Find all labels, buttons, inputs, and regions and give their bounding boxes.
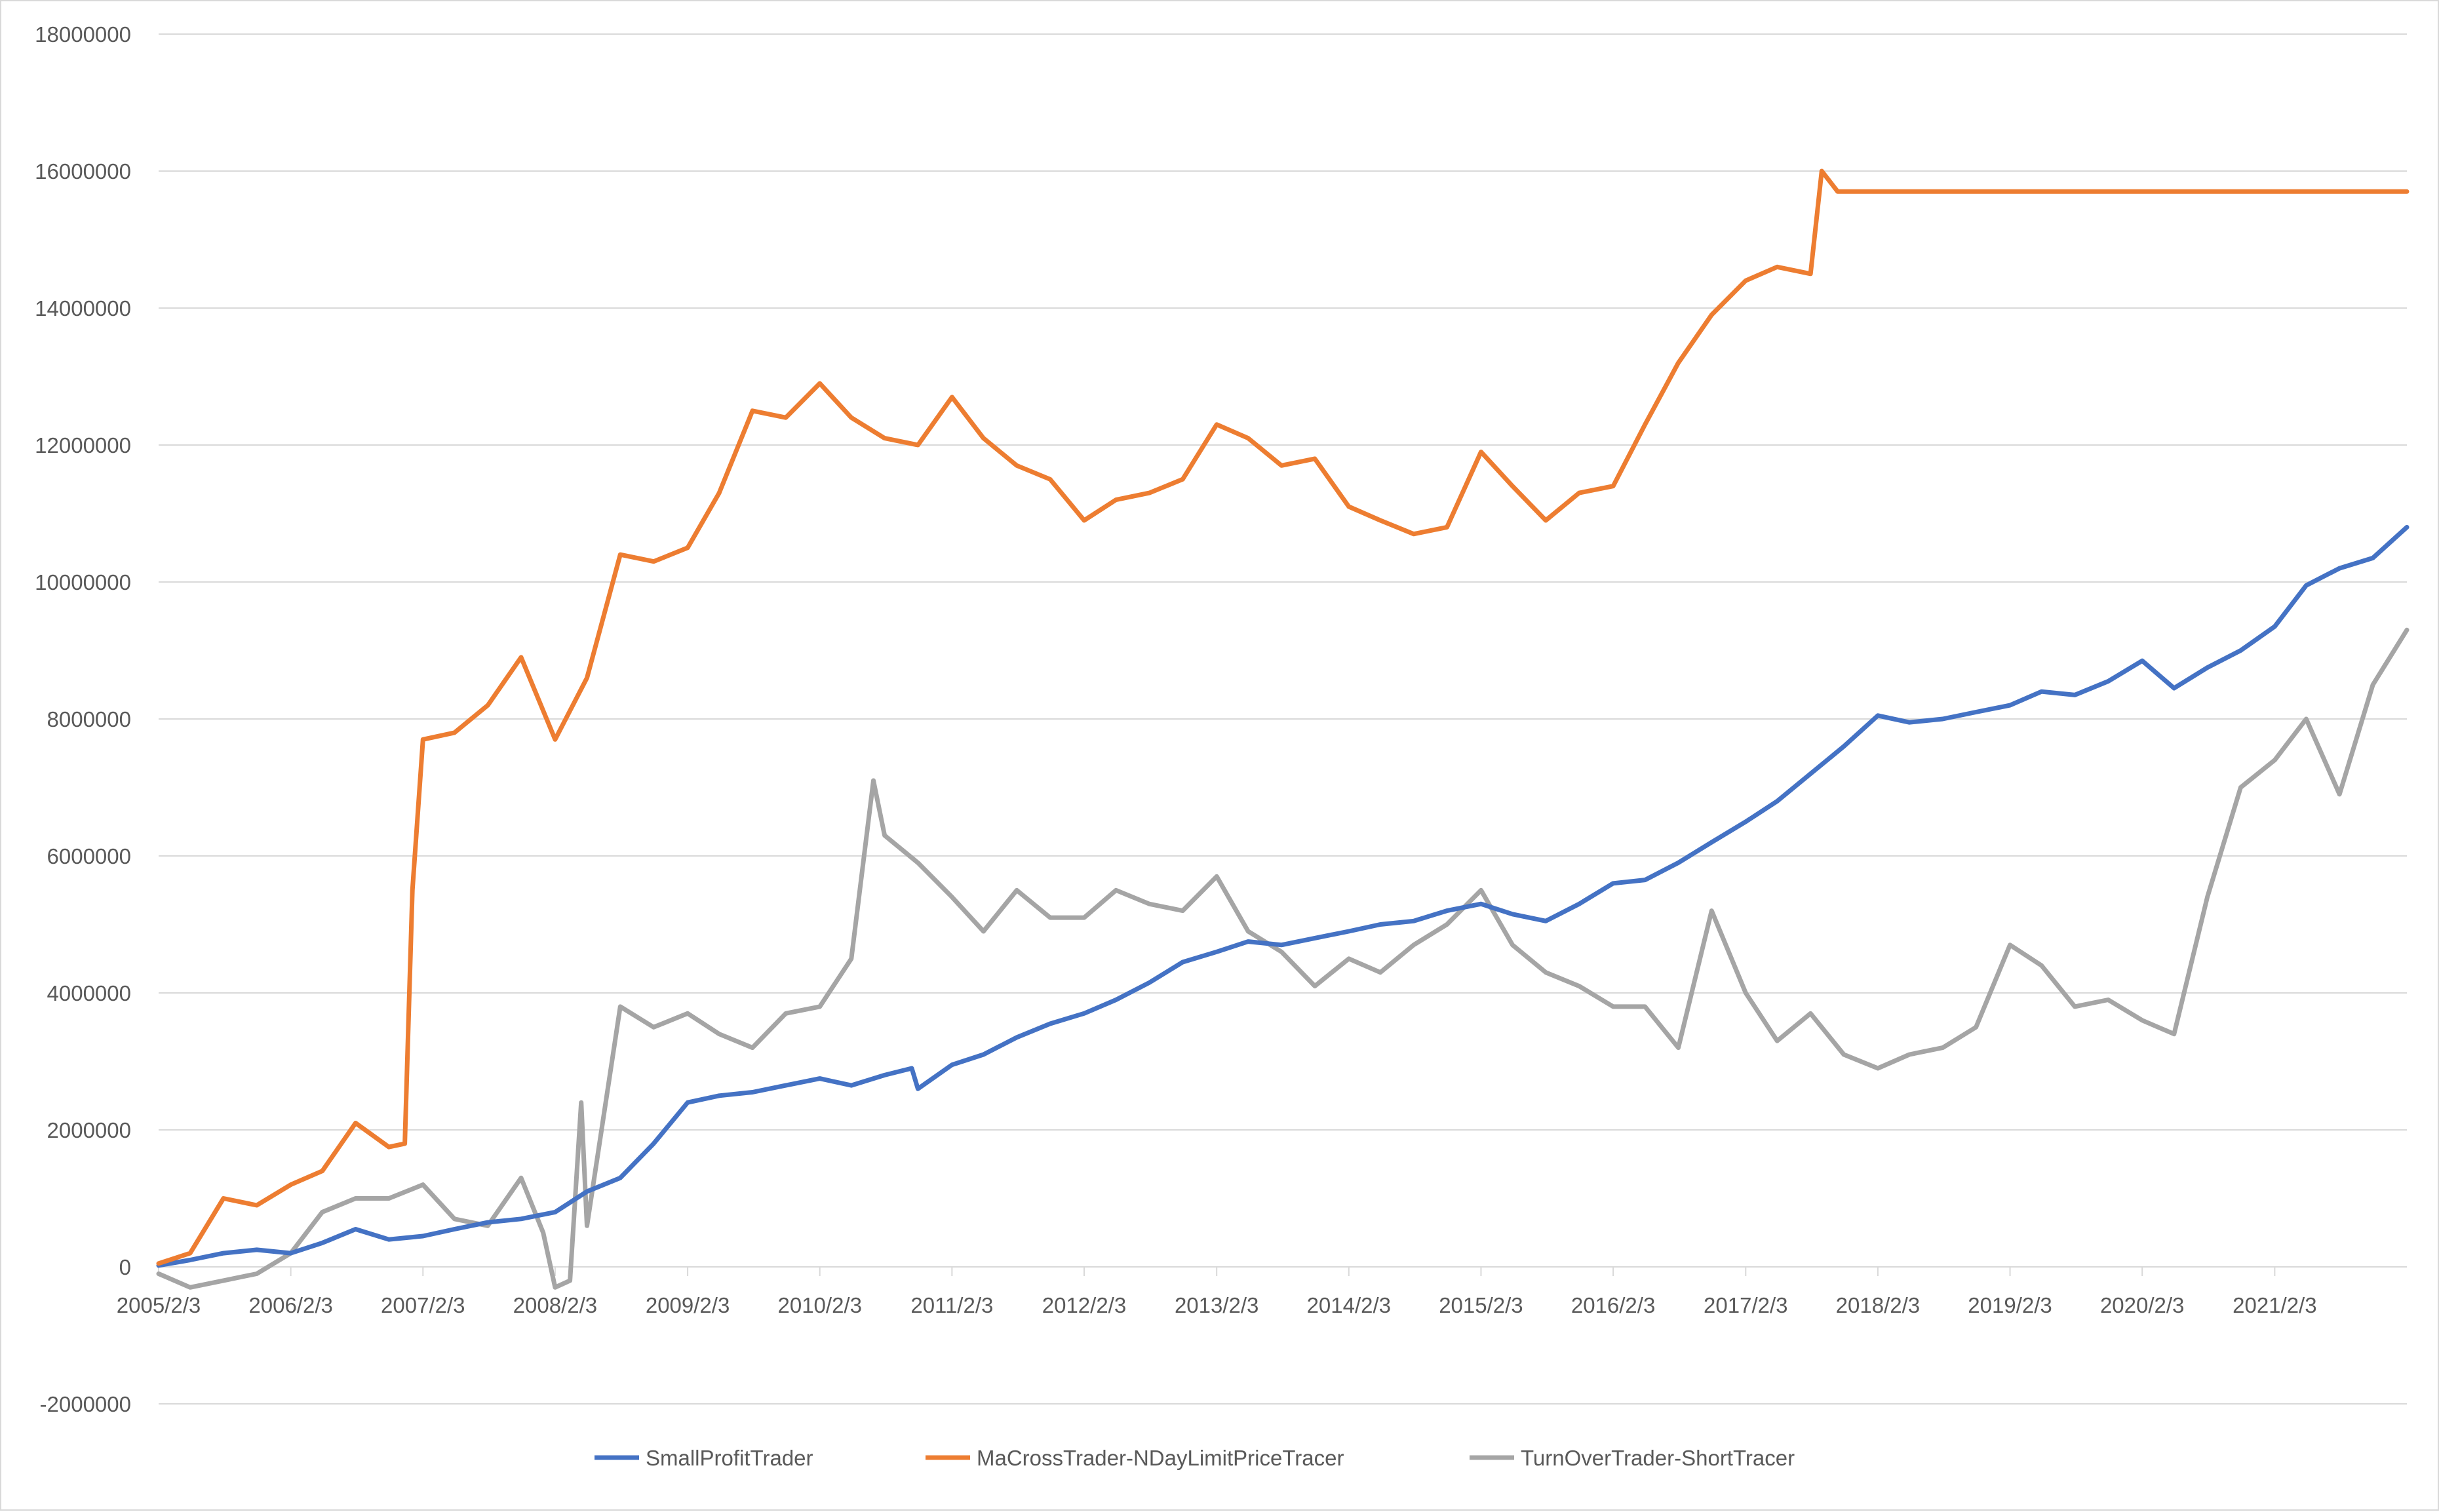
legend-label: TurnOverTrader-ShortTracer [1521, 1446, 1795, 1470]
y-axis-tick-labels: 18000000 16000000 14000000 12000000 10000000… [35, 22, 131, 1416]
x-tick-label: 2008/2/3 [513, 1293, 597, 1317]
x-tick-label: 2009/2/3 [646, 1293, 730, 1317]
legend: SmallProfitTrader MaCrossTrader-NDayLimit… [595, 1446, 1795, 1470]
legend-label: MaCrossTrader-NDayLimitPriceTracer [977, 1446, 1344, 1470]
x-tick-label: 2017/2/3 [1704, 1293, 1787, 1317]
y-tick-label: 0 [119, 1255, 131, 1279]
legend-label: SmallProfitTrader [646, 1446, 813, 1470]
x-tick-label: 2011/2/3 [910, 1293, 993, 1317]
series-line-2 [156, 627, 2410, 1290]
x-tick-label: 2006/2/3 [248, 1293, 332, 1317]
series-line-0 [156, 524, 2410, 1268]
y-tick-label: 10000000 [35, 570, 131, 594]
y-tick-label: 16000000 [35, 159, 131, 184]
gridlines [159, 33, 2407, 1405]
x-tick-label: 2012/2/3 [1042, 1293, 1126, 1317]
x-tick-label: 2018/2/3 [1836, 1293, 1920, 1317]
series-line-1 [156, 168, 2410, 1266]
x-tick-label: 2020/2/3 [2100, 1293, 2184, 1317]
x-tick-label: 2021/2/3 [2233, 1293, 2316, 1317]
x-tick-label: 2016/2/3 [1571, 1293, 1655, 1317]
x-axis-tick-labels: 2005/2/3 2006/2/3 2007/2/3 2008/2/3 2009/2/3… [117, 1293, 2317, 1317]
y-tick-label: 6000000 [47, 844, 131, 868]
x-tick-label: 2014/2/3 [1307, 1293, 1391, 1317]
y-tick-label: 12000000 [35, 433, 131, 457]
x-tick-label: 2005/2/3 [117, 1293, 201, 1317]
x-tick-label: 2019/2/3 [1968, 1293, 2052, 1317]
y-tick-label: 18000000 [35, 22, 131, 47]
y-tick-label: -2000000 [40, 1392, 131, 1416]
x-tick-label: 2015/2/3 [1439, 1293, 1523, 1317]
y-tick-label: 14000000 [35, 296, 131, 320]
y-tick-label: 4000000 [47, 981, 131, 1005]
x-axis [158, 1266, 2407, 1276]
series-lines [156, 168, 2410, 1290]
x-tick-label: 2013/2/3 [1175, 1293, 1259, 1317]
x-tick-label: 2010/2/3 [777, 1293, 861, 1317]
y-tick-label: 8000000 [47, 707, 131, 731]
x-tick-label: 2007/2/3 [381, 1293, 465, 1317]
y-tick-label: 2000000 [47, 1118, 131, 1142]
